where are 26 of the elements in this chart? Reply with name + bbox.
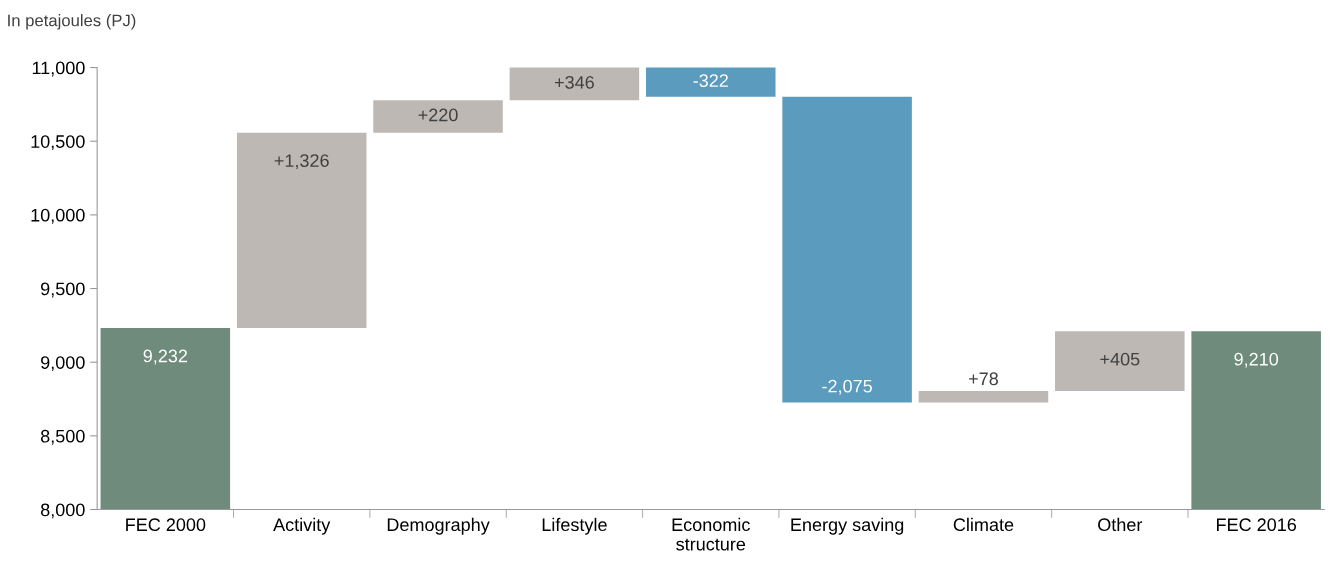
x-tick-label: Climate	[953, 517, 1014, 532]
y-tick-label: 9,500	[41, 282, 85, 298]
y-tick-label: 8,000	[40, 503, 85, 519]
data-label: 9,210	[1234, 352, 1279, 368]
x-tick-label: Other	[1098, 517, 1143, 532]
x-tick-label: Activity	[273, 517, 331, 535]
data-label: +220	[418, 108, 458, 122]
x-tick-label: Energy saving	[791, 517, 904, 535]
data-label: +346	[554, 75, 594, 89]
y-axis-title: In petajoules (PJ)	[8, 14, 136, 30]
y-tick-label: 9,000	[41, 356, 85, 372]
x-tick-label: Lifestyle	[542, 517, 607, 535]
data-label: 9,232	[143, 349, 188, 365]
y-tick-label: 8,500	[40, 429, 85, 445]
data-label: +1,326	[274, 154, 329, 170]
data-label: +78	[969, 372, 998, 386]
x-tick-label: Economic structure	[672, 517, 750, 551]
x-tick-label: Demography	[387, 517, 490, 535]
y-tick-label: 10,000	[31, 208, 85, 224]
x-tick-label: FEC 2000	[126, 518, 206, 532]
data-label: -322	[693, 74, 728, 87]
data-label: +405	[1100, 352, 1140, 366]
y-tick-label: 10,500	[31, 135, 85, 151]
data-label: -2,075	[822, 379, 872, 395]
y-tick-label: 11,000	[32, 61, 85, 77]
x-tick-label: FEC 2016	[1217, 518, 1297, 532]
